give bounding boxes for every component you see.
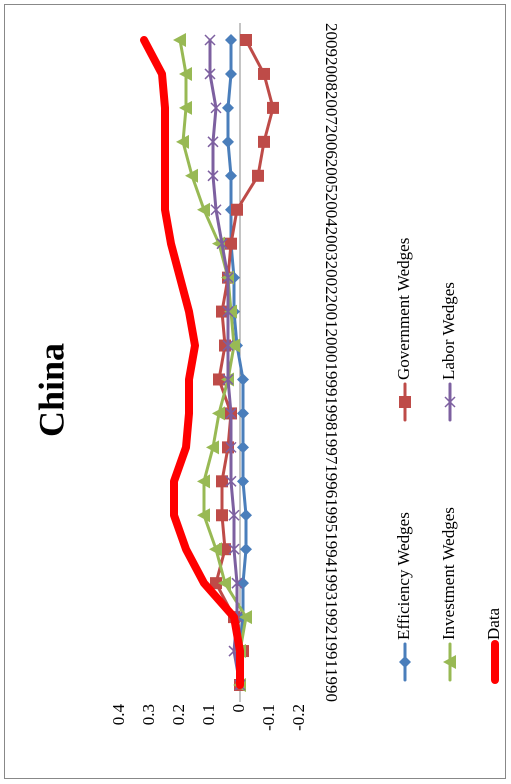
marker — [225, 237, 237, 250]
marker — [237, 407, 249, 420]
x-tick-label: 2003 — [322, 227, 341, 261]
series-line — [226, 38, 248, 687]
legend-marker — [399, 656, 411, 668]
chart-title: China — [31, 343, 71, 437]
x-tick-label: 2005 — [322, 159, 341, 193]
marker — [237, 441, 249, 454]
legend-label: Government Wedges — [394, 238, 413, 380]
marker — [179, 100, 192, 115]
legend-label: Data — [484, 607, 503, 640]
marker — [213, 373, 225, 386]
marker — [197, 508, 210, 523]
marker — [212, 406, 225, 421]
x-tick-label: 2006 — [322, 125, 341, 159]
x-tick-label: 2004 — [322, 193, 341, 228]
legend-marker — [443, 655, 456, 669]
marker — [252, 169, 264, 182]
x-tick-label: 1999 — [322, 362, 341, 396]
x-tick-label: 1997 — [322, 430, 341, 465]
marker — [228, 543, 240, 555]
marker — [225, 407, 237, 419]
legend-label: Investment Wedges — [439, 507, 458, 640]
marker — [222, 373, 234, 386]
y-tick-label: 0 — [229, 704, 248, 713]
marker — [240, 34, 252, 46]
marker — [267, 101, 279, 114]
y-tick-label: 0.2 — [169, 704, 188, 725]
marker — [204, 34, 216, 46]
y-tick-label: -0.2 — [289, 704, 308, 731]
marker — [206, 440, 219, 455]
marker — [207, 136, 219, 148]
marker — [209, 542, 222, 557]
marker — [258, 67, 270, 80]
marker — [176, 134, 189, 149]
y-tick-label: 0.1 — [199, 704, 218, 725]
marker — [197, 202, 210, 217]
x-tick-label: 1996 — [322, 464, 341, 498]
legend-label: Efficiency Wedges — [394, 512, 413, 640]
marker — [210, 102, 222, 114]
marker — [216, 238, 228, 250]
x-tick-label: 1992 — [322, 600, 341, 634]
legend-marker — [399, 396, 411, 408]
chart-border — [4, 4, 506, 779]
marker — [237, 373, 249, 386]
marker — [207, 170, 219, 182]
marker — [228, 509, 240, 521]
marker — [231, 577, 243, 589]
marker — [216, 509, 228, 522]
series-line — [208, 38, 242, 687]
marker — [210, 204, 222, 216]
y-tick-label: -0.1 — [259, 704, 278, 731]
x-tick-label: 2009 — [322, 23, 341, 57]
x-tick-label: 2000 — [322, 329, 341, 363]
series-line — [178, 38, 248, 687]
marker — [222, 101, 234, 114]
series-line — [140, 36, 244, 689]
marker — [225, 34, 237, 46]
x-tick-label: 2002 — [322, 261, 341, 295]
marker — [179, 66, 192, 81]
marker — [240, 543, 252, 556]
marker — [225, 169, 237, 182]
marker — [231, 203, 243, 216]
marker — [227, 338, 240, 353]
marker — [239, 610, 252, 625]
marker — [222, 272, 234, 284]
x-tick-label: 2007 — [322, 91, 341, 126]
x-tick-label: 1995 — [322, 498, 341, 532]
marker — [222, 135, 234, 148]
x-tick-label: 1991 — [322, 634, 341, 668]
marker — [258, 135, 270, 148]
marker — [185, 168, 198, 183]
x-tick-label: 1994 — [322, 532, 341, 567]
marker — [222, 306, 234, 318]
marker — [204, 68, 216, 80]
x-tick-label: 2008 — [322, 57, 341, 91]
marker — [197, 474, 210, 489]
marker — [237, 475, 249, 488]
marker — [224, 304, 237, 319]
marker — [240, 509, 252, 522]
marker — [225, 441, 237, 453]
legend-label: Labor Wedges — [439, 282, 458, 380]
rotated-chart: China 0.4 0.3 0.2 0.1 0 -0.1 -0.21990199119921… — [31, 23, 503, 731]
marker — [210, 577, 222, 590]
x-tick-label: 1993 — [322, 566, 341, 600]
y-tick-label: 0.3 — [139, 704, 158, 725]
x-tick-label: 1998 — [322, 396, 341, 430]
marker — [173, 33, 186, 47]
y-tick-label: 0.4 — [109, 704, 128, 726]
x-tick-label: 1990 — [322, 668, 341, 702]
marker — [225, 475, 237, 487]
marker — [216, 475, 228, 488]
marker — [218, 576, 231, 591]
marker — [225, 67, 237, 80]
legend-marker — [444, 396, 456, 408]
x-tick-label: 2001 — [322, 295, 341, 329]
marker — [222, 339, 234, 352]
